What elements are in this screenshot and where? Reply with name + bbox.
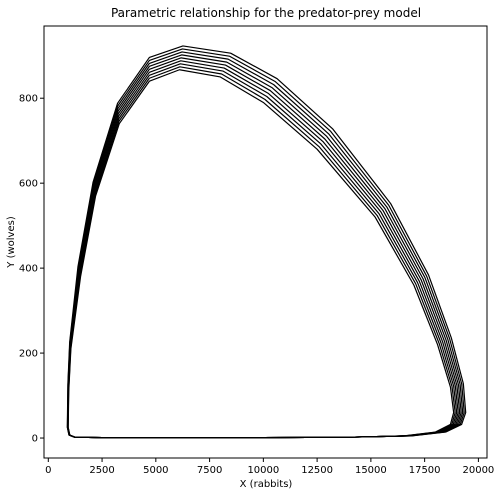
x-tick-label: 5000 [143,465,168,476]
y-tick-label: 800 [19,94,38,105]
x-tick-label: 7500 [197,465,222,476]
y-tick-label: 0 [32,434,38,445]
series-line-1 [67,69,455,439]
x-tick-label: 10000 [247,465,279,476]
y-axis-label: Y (wolves) [6,216,17,269]
x-axis: 0 2500 5000 7500 10000 12500 15000 17500 20000 [45,458,494,476]
y-tick-label: 200 [19,349,38,360]
plot-frame [43,25,488,459]
y-axis: 0 200 400 600 800 [19,94,44,445]
series-line-2 [67,66,456,439]
chart-title: Parametric relationship for the predator… [111,6,421,20]
series-layer [66,45,467,439]
series-line-4 [67,60,459,439]
y-tick-label: 600 [19,179,38,190]
series-line-3 [67,63,458,439]
x-tick-label: 15000 [355,465,387,476]
y-tick-label: 400 [19,264,38,275]
x-tick-label: 2500 [89,465,114,476]
x-tick-label: 0 [45,465,51,476]
series-line-9 [66,45,467,439]
x-axis-label: X (rabbits) [240,479,293,490]
x-tick-label: 12500 [301,465,333,476]
x-tick-label: 20000 [462,465,494,476]
x-tick-label: 17500 [409,465,441,476]
